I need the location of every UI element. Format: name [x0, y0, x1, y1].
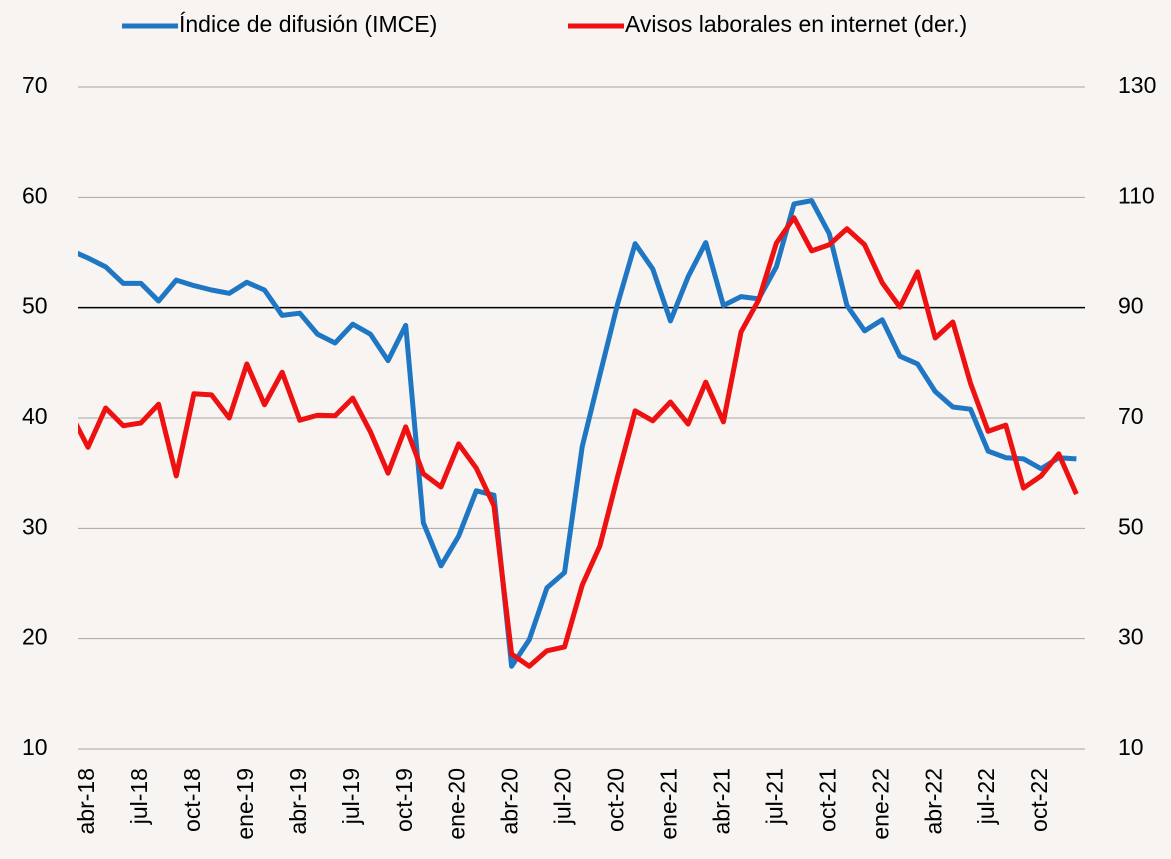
- x-tick-label: jul-20: [550, 768, 576, 825]
- plot: [78, 198, 1079, 669]
- y2-tick-label: 90: [1118, 293, 1144, 319]
- y2-tick-label: 70: [1118, 403, 1144, 429]
- x-tick-label: abr-22: [920, 768, 946, 834]
- y2-tick-label: 50: [1118, 513, 1144, 539]
- legend-label: Avisos laborales en internet (der.): [625, 11, 967, 37]
- y2-tick-label: 130: [1118, 72, 1156, 98]
- y-tick-label: 70: [22, 72, 48, 98]
- x-tick-label: ene-19: [232, 768, 258, 840]
- y2-tick-label: 10: [1118, 734, 1144, 760]
- y-tick-label: 20: [22, 624, 48, 650]
- grid: [78, 86, 1085, 750]
- series-line: [78, 215, 1079, 669]
- y-tick-label: 10: [22, 734, 48, 760]
- legend-label: Índice de difusión (IMCE): [179, 11, 437, 37]
- x-tick-label: jul-18: [126, 768, 152, 825]
- y-tick-label: 60: [22, 182, 48, 208]
- x-tick-label: ene-21: [656, 768, 682, 840]
- x-tick-label: abr-20: [497, 768, 523, 834]
- x-tick-label: ene-22: [867, 768, 893, 840]
- x-tick-label: ene-20: [444, 768, 470, 840]
- x-tick-label: abr-18: [73, 768, 99, 834]
- y-tick-label: 30: [22, 513, 48, 539]
- x-tick-label: oct-18: [179, 768, 205, 832]
- series-line: [78, 198, 1077, 669]
- y2-tick-label: 30: [1118, 624, 1144, 650]
- x-tick-label: jul-21: [761, 768, 787, 825]
- x-tick-label: jul-22: [973, 768, 999, 825]
- x-tick-label: abr-19: [285, 768, 311, 834]
- y2-tick-label: 110: [1118, 182, 1155, 208]
- x-tick-label: oct-20: [603, 768, 629, 832]
- x-tick-label: abr-21: [708, 768, 734, 834]
- y-tick-label: 50: [22, 293, 48, 319]
- x-tick-label: oct-22: [1026, 768, 1052, 832]
- x-tick-label: jul-19: [338, 768, 364, 825]
- x-tick-label: oct-21: [814, 768, 840, 832]
- y-tick-label: 40: [22, 403, 48, 429]
- x-tick-label: oct-19: [391, 768, 417, 832]
